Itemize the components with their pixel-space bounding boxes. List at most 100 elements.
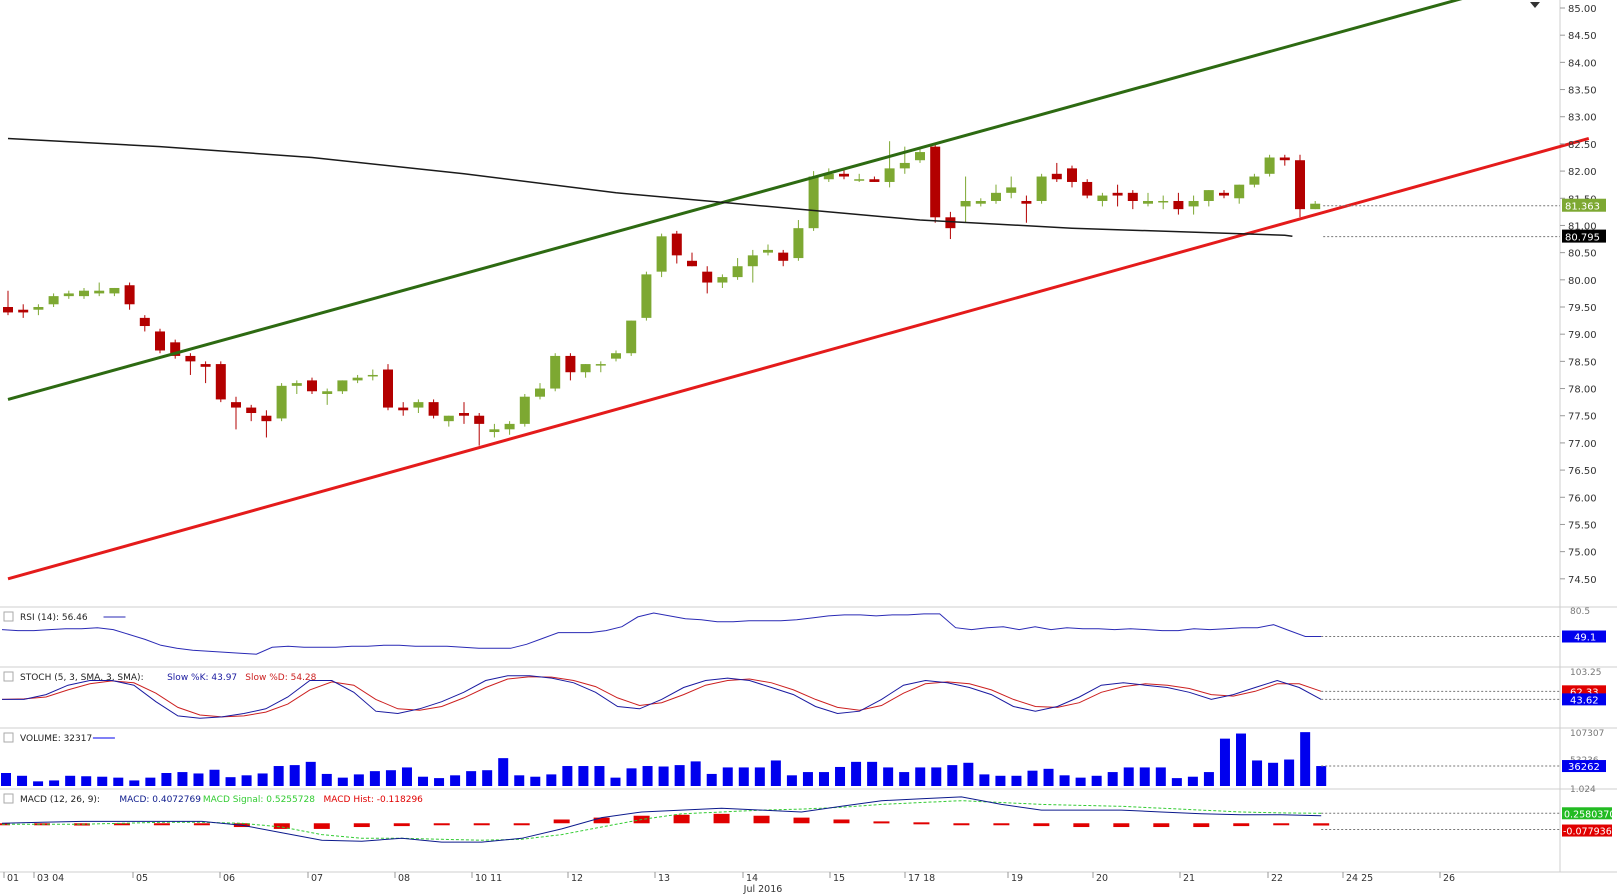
volume-bar <box>161 773 172 786</box>
volume-bar <box>97 776 108 786</box>
stoch-title: STOCH (5, 3, SMA, 3, SMA): <box>20 673 144 683</box>
macd-hist-bar <box>393 823 410 827</box>
candle-body <box>1021 200 1032 204</box>
price-tick-label: 85.00 <box>1568 4 1597 15</box>
candle-body <box>519 396 530 424</box>
triangle-down-icon[interactable] <box>1530 2 1540 8</box>
macd-hist-bar <box>513 823 530 826</box>
candle-body <box>474 415 485 424</box>
candle-body <box>641 274 652 318</box>
volume-bar <box>931 767 942 786</box>
price-marker-label: 81.363 <box>1565 202 1600 213</box>
month-label: Jul 2016 <box>743 884 783 894</box>
volume-bar <box>1171 778 1182 786</box>
volume-bar <box>1219 738 1230 786</box>
candle-body <box>1264 157 1275 174</box>
macd-hist-bar <box>353 823 370 828</box>
candle-body <box>626 320 637 354</box>
date-tick-label: 08 <box>398 873 410 884</box>
date-tick-label: 14 <box>746 873 758 884</box>
candle-body <box>991 192 1001 201</box>
macd-hist-bar <box>73 823 90 826</box>
stoch-pane: STOCH (5, 3, SMA, 3, SMA): Slow %K: 43.9… <box>1 671 1560 719</box>
volume-bar <box>1155 767 1166 786</box>
candle-body <box>732 266 743 278</box>
candle-body <box>1036 176 1047 201</box>
volume-bottom-label: 1.024 <box>1570 785 1596 795</box>
volume-bar <box>225 777 236 786</box>
candle-body <box>1127 192 1138 201</box>
candle-body <box>869 179 880 182</box>
volume-bar <box>883 767 894 786</box>
volume-bar <box>17 775 28 786</box>
volume-bar <box>353 774 364 786</box>
candle-body <box>1279 157 1290 161</box>
candle-body <box>611 353 621 359</box>
volume-bar <box>738 767 749 786</box>
volume-bar <box>193 773 204 786</box>
candle-body <box>261 415 272 422</box>
rsi-top-label: 80.5 <box>1570 607 1590 617</box>
candle-body <box>443 415 454 422</box>
candle-body <box>687 260 697 267</box>
candle-body <box>1295 160 1305 210</box>
candle-body <box>565 355 576 373</box>
candle-body <box>656 236 667 272</box>
date-axis: 01 03 04 05 06 07 08 10 11 12 13 14 15 17 18 19 20 21 2… <box>3 872 1455 894</box>
date-tick-label: 13 <box>658 873 670 884</box>
candle-body <box>18 309 29 313</box>
candle-body <box>1219 192 1229 196</box>
candle-body <box>1006 187 1017 193</box>
pane-close-icon <box>3 671 14 682</box>
volume-bar <box>562 766 573 786</box>
candle-body <box>763 249 773 253</box>
volume-bar <box>33 781 44 786</box>
volume-bar <box>49 780 60 786</box>
candle-body <box>915 152 925 161</box>
volume-pane: VOLUME: 32317 <box>1 732 1560 786</box>
candle-body <box>975 200 986 204</box>
candle-body <box>1203 190 1214 201</box>
stoch-k-label: Slow %K: 43.97 <box>167 673 237 683</box>
volume-bar <box>498 758 509 786</box>
price-tick-label: 82.50 <box>1568 140 1597 151</box>
moving-average-line <box>7 137 1293 238</box>
volume-bar <box>1 773 11 786</box>
volume-bar <box>626 768 637 786</box>
candle-body <box>535 388 545 397</box>
volume-bar <box>209 769 220 786</box>
price-tick-label: 82.00 <box>1568 167 1597 178</box>
candle-body <box>808 176 819 229</box>
macd-signal-marker <box>1562 807 1612 820</box>
price-tick-label: 76.00 <box>1568 493 1597 504</box>
stoch-k-marker <box>1562 693 1606 706</box>
candle-body <box>322 391 333 394</box>
candle-body <box>747 255 758 267</box>
pane-close-icon <box>3 732 14 743</box>
candle-body <box>94 290 105 294</box>
volume-bar <box>65 775 76 786</box>
macd-hist-bar <box>33 823 50 826</box>
candle-body <box>1097 195 1108 201</box>
price-tick-label: 81.00 <box>1568 221 1597 232</box>
price-tick-label: 75.00 <box>1568 548 1597 559</box>
candle-body <box>79 290 89 297</box>
date-tick-label: 24 25 <box>1346 873 1373 884</box>
date-tick-label: 22 <box>1271 873 1283 884</box>
macd-hist-bar <box>593 817 610 824</box>
volume-bar <box>722 767 733 786</box>
candle-body <box>231 402 241 408</box>
date-tick-label: 10 11 <box>475 873 502 884</box>
volume-bar <box>514 775 525 786</box>
macd-hist-bar <box>1273 823 1290 826</box>
volume-bar <box>674 765 685 786</box>
volume-bar <box>642 766 653 786</box>
candle-body <box>185 355 196 362</box>
macd-hist-bar <box>913 822 930 825</box>
candle-body <box>854 179 865 181</box>
volume-bar <box>1252 760 1263 786</box>
candle-body <box>960 200 971 207</box>
volume-bar <box>241 775 252 786</box>
volume-bar <box>466 771 477 786</box>
